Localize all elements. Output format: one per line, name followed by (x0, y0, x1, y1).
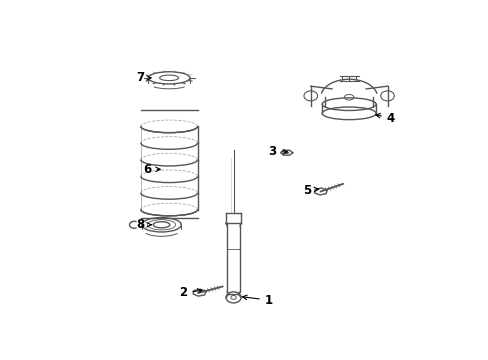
Text: 3: 3 (268, 145, 287, 158)
Text: 4: 4 (375, 112, 394, 125)
Text: 6: 6 (143, 163, 160, 176)
Text: 5: 5 (302, 184, 318, 197)
Text: 7: 7 (136, 71, 151, 84)
Text: 2: 2 (179, 286, 202, 299)
Text: 1: 1 (242, 294, 272, 307)
Text: 8: 8 (136, 218, 151, 231)
